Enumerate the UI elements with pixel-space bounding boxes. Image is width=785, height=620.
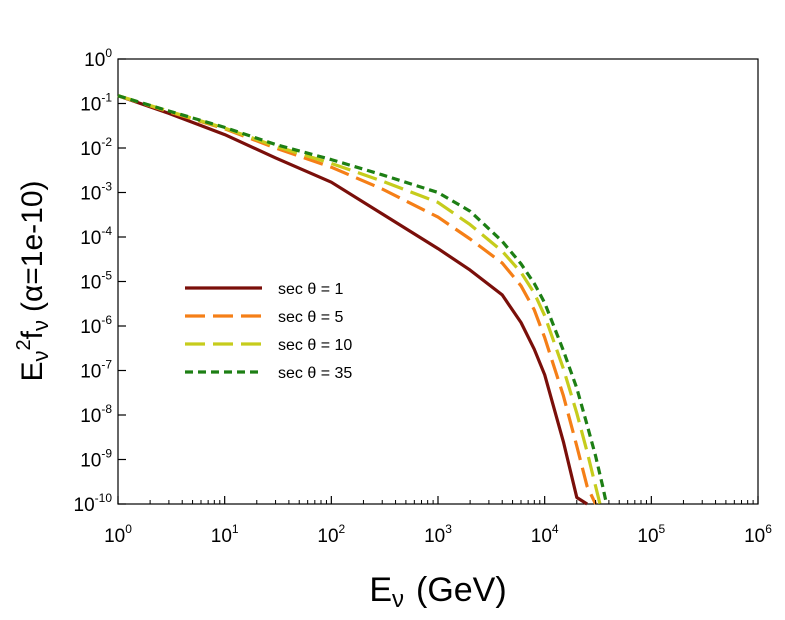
- x-tick-base: 10: [104, 526, 125, 547]
- x-tick-label: 103: [424, 522, 452, 547]
- x-tick-label: 102: [317, 522, 345, 547]
- x-tick-base: 10: [637, 526, 658, 547]
- legend-label-2: sec θ = 5: [278, 309, 343, 326]
- x-tick-label: 104: [531, 522, 559, 547]
- legend-label-4: sec θ = 35: [278, 365, 352, 382]
- x-tick-base: 10: [211, 526, 232, 547]
- series-line-4: [117, 94, 609, 505]
- y-tick-base: 10: [80, 139, 101, 160]
- y-tick-base: 10: [80, 317, 101, 338]
- x-tick-base: 10: [317, 526, 338, 547]
- y-axis-title: Eν2fν(α=1e-10): [13, 180, 53, 381]
- x-tick-base: 10: [531, 526, 552, 547]
- y-axis-title-rest: (α=1e-10): [16, 180, 49, 312]
- y-axis-title-sub1: ν: [28, 351, 53, 362]
- y-tick-exp: -10: [95, 491, 113, 505]
- x-tick-label: 101: [211, 522, 239, 547]
- y-tick-base: 10: [80, 406, 101, 427]
- x-tick-exp: 3: [445, 522, 452, 536]
- y-tick-base: 10: [80, 362, 101, 383]
- y-axis-title-sub2: ν: [28, 320, 53, 331]
- x-tick-exp: 5: [659, 522, 666, 536]
- tick-layer: 100 101 102 103 104 105 10610010-110-210-310-4…: [74, 46, 773, 547]
- series-line-1: [117, 94, 588, 506]
- x-tick-base: 10: [424, 526, 445, 547]
- x-tick-label: 105: [637, 522, 665, 547]
- y-tick-base: 10: [80, 228, 101, 249]
- x-tick-exp: 1: [232, 522, 239, 536]
- x-axis-title-main: E: [369, 571, 392, 609]
- y-tick-exp: -9: [101, 447, 112, 461]
- y-tick-exp: -7: [101, 358, 112, 372]
- y-tick-label: 10-5: [80, 269, 112, 294]
- y-tick-base: 10: [80, 184, 101, 205]
- y-tick-base: 10: [80, 95, 101, 116]
- y-tick-label: 10-1: [80, 91, 112, 116]
- x-tick-exp: 6: [765, 522, 772, 536]
- x-tick-exp: 0: [125, 522, 132, 536]
- y-tick-exp: -4: [101, 224, 112, 238]
- y-tick-label: 10-2: [80, 135, 112, 160]
- x-tick-label: 106: [744, 522, 772, 547]
- y-tick-base: 10: [80, 451, 101, 472]
- y-tick-exp: -2: [101, 135, 112, 149]
- y-tick-label: 10-9: [80, 447, 112, 472]
- y-tick-base: 10: [84, 50, 105, 71]
- x-axis-title-unit: (GeV): [416, 571, 507, 609]
- legend-label-1: sec θ = 1: [278, 281, 343, 298]
- y-tick-exp: 0: [105, 46, 112, 60]
- y-tick-label: 10-6: [80, 313, 112, 338]
- y-tick-exp: -5: [101, 269, 112, 283]
- y-axis-title-f: f: [16, 330, 49, 339]
- y-tick-exp: -3: [101, 180, 112, 194]
- legend: sec θ = 1 sec θ = 5 sec θ = 10 sec θ = 35: [185, 281, 352, 382]
- x-axis-title-sub: ν: [392, 586, 404, 613]
- y-tick-label: 10-7: [80, 358, 112, 383]
- y-axis-title-sup: 2: [13, 339, 35, 350]
- y-tick-base: 10: [80, 273, 101, 294]
- y-tick-label: 100: [84, 46, 112, 71]
- series-line-2: [117, 94, 598, 505]
- y-tick-exp: -6: [101, 313, 112, 327]
- y-tick-exp: -8: [101, 402, 112, 416]
- x-tick-exp: 4: [552, 522, 559, 536]
- y-tick-label: 10-8: [80, 402, 112, 427]
- y-axis-title-main: E: [16, 362, 49, 382]
- y-tick-base: 10: [74, 495, 95, 516]
- x-tick-label: 100: [104, 522, 132, 547]
- x-axis-title: Eν (GeV): [369, 571, 506, 613]
- y-tick-exp: -1: [101, 91, 112, 105]
- y-tick-label: 10-3: [80, 180, 112, 205]
- series-layer: [117, 94, 609, 506]
- x-tick-exp: 2: [339, 522, 346, 536]
- legend-label-3: sec θ = 10: [278, 337, 352, 354]
- x-tick-base: 10: [744, 526, 765, 547]
- y-tick-label: 10-10: [74, 491, 113, 516]
- y-tick-label: 10-4: [80, 224, 112, 249]
